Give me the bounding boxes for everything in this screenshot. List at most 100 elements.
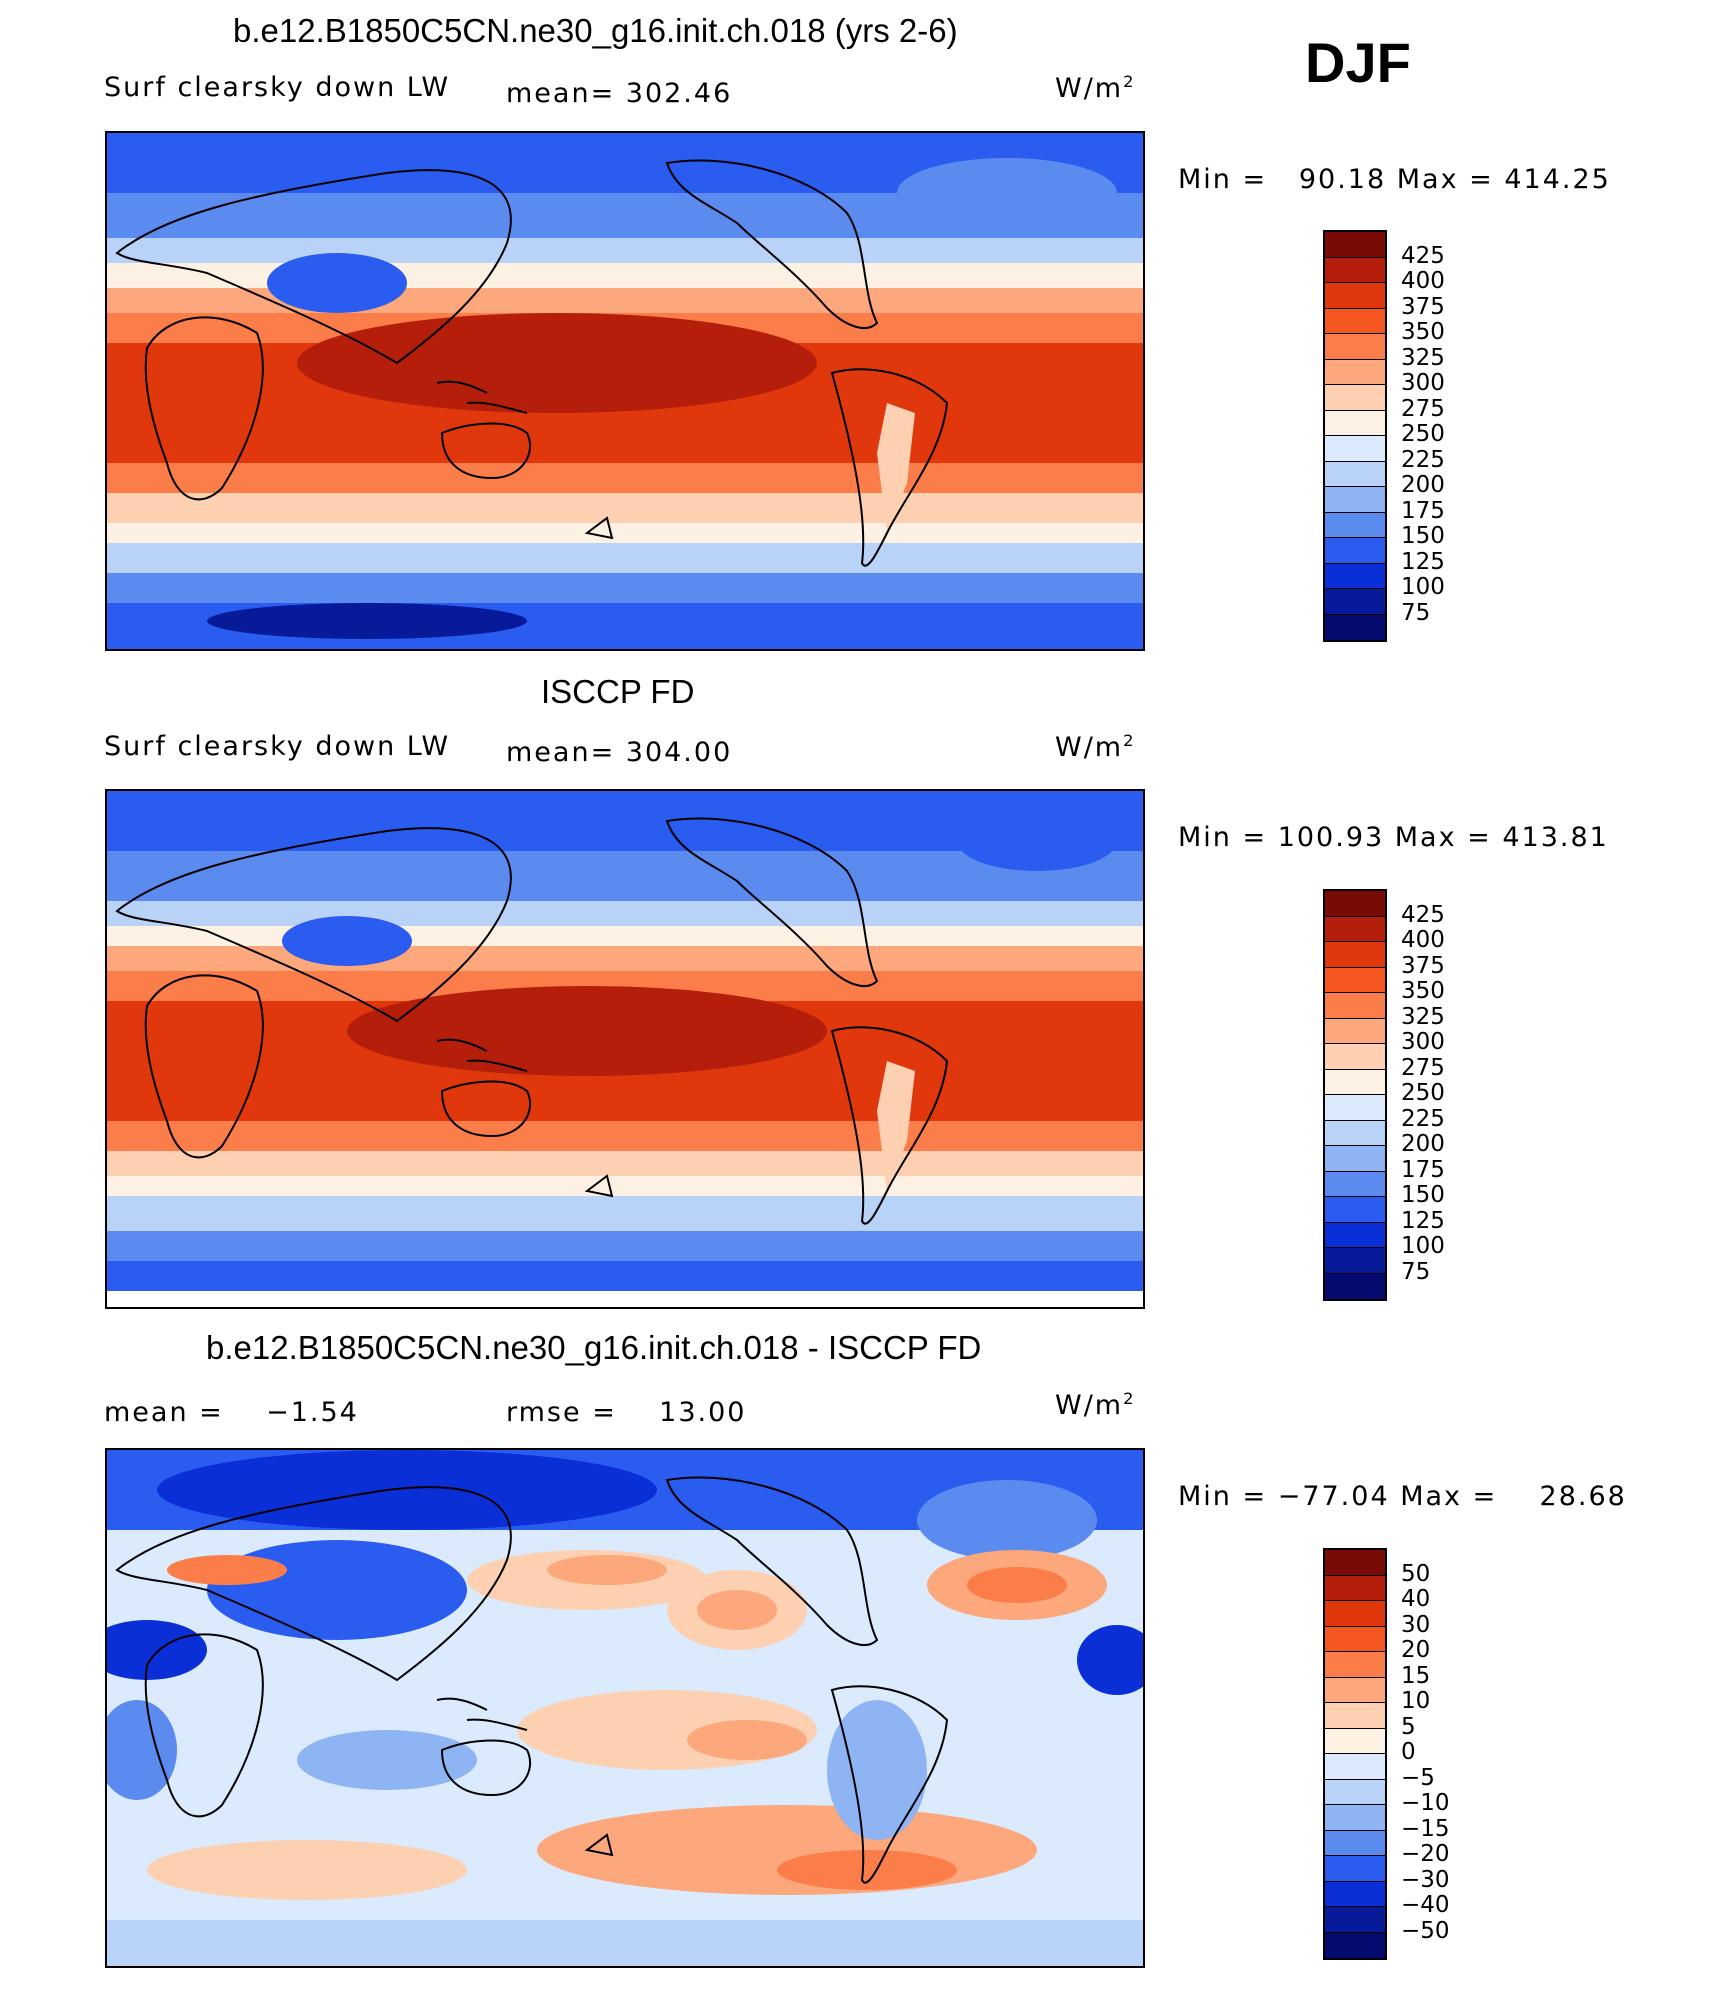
colorbar-segment [1325,461,1385,487]
colorbar-segment [1325,1222,1385,1248]
colorbar-tick-label: 300 [1401,1029,1445,1055]
colorbar-tick-label: −5 [1401,1764,1435,1791]
colorbar-segment [1325,942,1385,968]
colorbar-segment [1325,1703,1385,1729]
colorbar-segment [1325,232,1385,258]
colorbar-tick-label: 75 [1401,1258,1431,1285]
colorbar-segment [1325,1601,1385,1627]
colorbar-tick-label: 250 [1401,421,1445,447]
colorbar-segment [1325,410,1385,436]
colorbar-segment [1325,1197,1385,1223]
colorbar-tick-label: 275 [1401,395,1445,422]
colorbar-tick-label: 375 [1401,293,1445,320]
colorbar-tick-label: 5 [1401,1713,1416,1740]
colorbar-segment [1325,916,1385,942]
colorbar-tick-label: 250 [1401,1080,1445,1106]
panel-2-colorbar [1323,889,1387,1301]
panel-2-minmax: Min = 100.93 Max = 413.81 [1178,822,1609,853]
colorbar-segment [1325,1120,1385,1146]
colorbar-segment [1325,487,1385,513]
colorbar-segment [1325,1830,1385,1856]
colorbar-segment [1325,283,1385,309]
colorbar-segment [1325,538,1385,564]
colorbar-tick-label: 225 [1401,446,1445,473]
colorbar-tick-label: 275 [1401,1054,1445,1081]
colorbar-segment [1325,1273,1385,1299]
colorbar-tick-label: 325 [1401,344,1445,371]
colorbar-tick-label: 200 [1401,472,1445,498]
colorbar-tick-label: 350 [1401,978,1445,1004]
colorbar-tick-label: 40 [1401,1586,1431,1612]
panel-3-colorbar [1323,1548,1387,1960]
colorbar-tick-label: −10 [1401,1790,1450,1816]
colorbar-tick-label: 300 [1401,370,1445,396]
colorbar-tick-label: 425 [1401,901,1445,928]
panel-2-units: W/m2 [1055,731,1136,763]
panel-3-minmax: Min = −77.04 Max = 28.68 [1178,1481,1627,1512]
colorbar-segment [1325,1907,1385,1933]
colorbar-tick-label: 75 [1401,599,1431,626]
colorbar-segment [1325,359,1385,385]
colorbar-segment [1325,1881,1385,1907]
colorbar-tick-label: 30 [1401,1611,1431,1638]
colorbar-segment [1325,1146,1385,1172]
colorbar-segment [1325,1248,1385,1274]
colorbar-segment [1325,993,1385,1019]
colorbar-segment [1325,1779,1385,1805]
colorbar-tick-label: 125 [1401,1207,1445,1234]
colorbar-tick-label: −40 [1401,1892,1450,1918]
colorbar-tick-label: 400 [1401,268,1445,294]
colorbar-segment [1325,308,1385,334]
colorbar-tick-label: 175 [1401,497,1445,524]
colorbar-segment [1325,1171,1385,1197]
panel-1-map [105,131,1145,651]
colorbar-segment [1325,1018,1385,1044]
colorbar-tick-label: 350 [1401,319,1445,345]
colorbar-tick-label: 100 [1401,574,1445,600]
colorbar-tick-label: −20 [1401,1841,1450,1867]
colorbar-segment [1325,1575,1385,1601]
panel-2-map-field [107,791,1143,1307]
colorbar-segment [1325,1805,1385,1831]
colorbar-segment [1325,1044,1385,1070]
colorbar-tick-label: 425 [1401,242,1445,269]
season-label: DJF [1305,31,1411,94]
colorbar-segment [1325,1095,1385,1121]
colorbar-segment [1325,589,1385,615]
panel-3-title: b.e12.B1850C5CN.ne30_g16.init.ch.018 - I… [206,1329,982,1366]
panel-3-mean-label: mean = −1.54 [104,1397,359,1428]
colorbar-tick-label: 0 [1401,1739,1416,1765]
colorbar-segment [1325,385,1385,411]
colorbar-segment [1325,1856,1385,1882]
colorbar-tick-label: 175 [1401,1156,1445,1183]
colorbar-segment [1325,563,1385,589]
colorbar-segment [1325,1677,1385,1703]
colorbar-tick-label: 50 [1401,1560,1431,1587]
colorbar-segment [1325,1728,1385,1754]
colorbar-tick-label: 20 [1401,1637,1431,1663]
colorbar-segment [1325,1652,1385,1678]
colorbar-segment [1325,334,1385,360]
panel-3-rmse-label: rmse = 13.00 [506,1397,747,1428]
colorbar-segment [1325,967,1385,993]
colorbar-segment [1325,512,1385,538]
panel-2-variable-label: Surf clearsky down LW [104,731,451,762]
panel-3-units: W/m2 [1055,1389,1136,1421]
panel-1-variable-label: Surf clearsky down LW [104,72,451,103]
colorbar-tick-label: 325 [1401,1003,1445,1030]
panel-2-mean-label: mean= 304.00 [506,737,733,768]
panel-1-minmax: Min = 90.18 Max = 414.25 [1178,164,1611,195]
colorbar-segment [1325,436,1385,462]
colorbar-tick-label: −30 [1401,1866,1450,1893]
colorbar-segment [1325,1932,1385,1958]
colorbar-tick-label: −15 [1401,1815,1450,1842]
colorbar-segment [1325,614,1385,640]
colorbar-tick-label: 100 [1401,1233,1445,1259]
colorbar-segment [1325,1754,1385,1780]
colorbar-tick-label: 150 [1401,1182,1445,1208]
colorbar-tick-label: 125 [1401,548,1445,575]
panel-1-colorbar [1323,230,1387,642]
colorbar-tick-label: 10 [1401,1688,1431,1714]
colorbar-segment [1325,891,1385,917]
colorbar-segment [1325,1626,1385,1652]
